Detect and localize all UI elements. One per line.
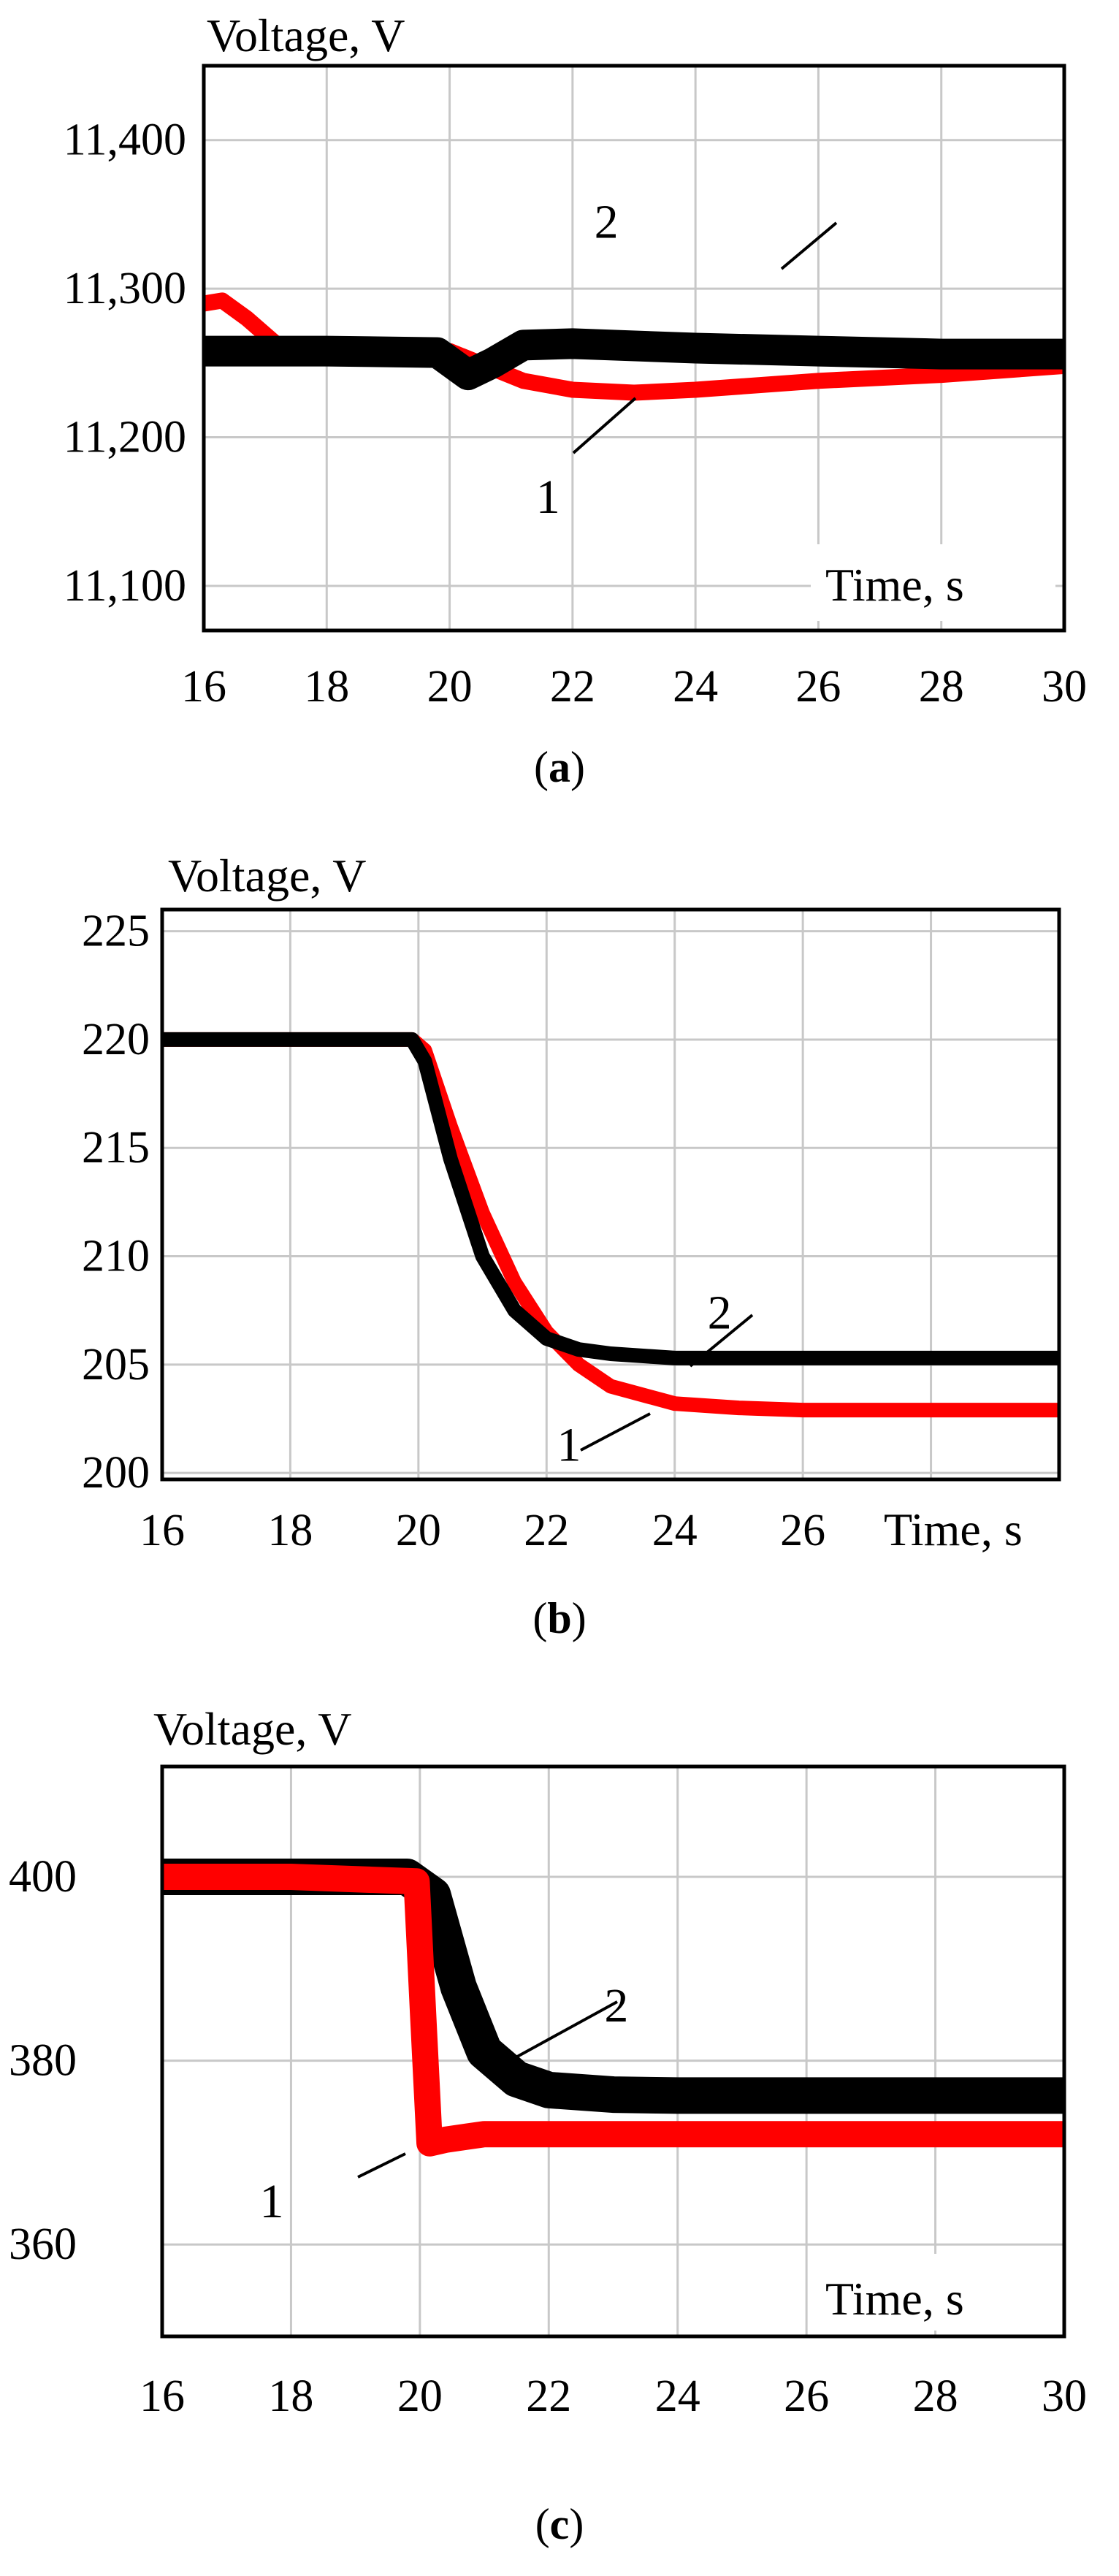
chart-title-b: Voltage, V (168, 850, 366, 902)
series-line-2 (204, 328, 1064, 391)
plot-frame-a (202, 64, 1066, 633)
x-tick-label: 16 (181, 662, 226, 712)
callout-leader-2 (780, 221, 838, 270)
chart-panel-b: Voltage, V Time, s 200 205 210 215 220 2… (82, 850, 1061, 1642)
x-tick-label: 18 (267, 1506, 313, 1555)
callout-label-1: 1 (557, 1419, 581, 1472)
series-line-1 (202, 292, 1065, 401)
y-tick-labels-a: 11,100 11,200 11,300 11,400 (64, 115, 186, 611)
callouts-c: 2 1 (259, 1979, 628, 2228)
series-group-c (162, 1859, 1064, 2157)
x-tick-label: 30 (1042, 662, 1087, 712)
x-tick-labels-a: 16 18 20 22 24 26 28 30 (181, 662, 1087, 712)
chart-panel-a: Voltage, V Time, s 11,100 11,200 11,300 … (64, 9, 1087, 791)
y-tick-labels-c: 360 380 400 (9, 1852, 77, 2269)
callout-leader-1 (580, 1412, 651, 1452)
x-tick-label: 22 (550, 662, 595, 712)
grid-b (162, 910, 1059, 1479)
x-tick-label: 20 (427, 662, 473, 712)
x-tick-labels-b: 16 18 20 22 24 26 (140, 1506, 825, 1555)
plot-frame-b (160, 907, 1061, 1482)
callouts-a: 2 1 (536, 196, 838, 524)
y-tick-label: 360 (9, 2219, 77, 2269)
callout-leader-2 (689, 1314, 754, 1368)
series-group-a (202, 292, 1065, 401)
x-tick-label: 28 (919, 662, 964, 712)
callout-label-1: 1 (536, 470, 560, 524)
x-tick-label: 20 (397, 2371, 443, 2421)
y-tick-label: 215 (82, 1123, 150, 1173)
x-axis-label-a: Time, s (825, 559, 964, 611)
y-tick-label: 380 (9, 2036, 77, 2086)
x-axis-label-c: Time, s (825, 2273, 964, 2325)
panel-caption-b: (b) (532, 1594, 586, 1642)
series-group-b (162, 1032, 1059, 1418)
x-tick-label: 22 (524, 1506, 569, 1555)
y-tick-label: 210 (82, 1232, 150, 1281)
x-tick-label: 24 (673, 662, 718, 712)
y-tick-label: 11,200 (64, 413, 186, 462)
callout-leader-1 (572, 397, 637, 454)
plot-background-b (162, 910, 1059, 1479)
chart-panel-c: Voltage, V Time, s 360 380 400 16 18 20 … (9, 1703, 1087, 2548)
x-tick-label: 26 (780, 1506, 825, 1555)
callout-label-2: 2 (595, 196, 619, 249)
callout-label-1: 1 (259, 2175, 283, 2228)
x-tick-label: 18 (268, 2371, 313, 2421)
y-tick-labels-b: 200 205 210 215 220 225 (82, 907, 150, 1498)
time-label-box-c (811, 2254, 1059, 2331)
callout-leader-2 (503, 2000, 618, 2065)
y-tick-label: 11,100 (64, 561, 186, 611)
x-tick-labels-c: 16 18 20 22 24 26 28 30 (140, 2371, 1087, 2421)
chart-title-c: Voltage, V (153, 1703, 351, 1755)
y-tick-label: 11,400 (64, 115, 186, 165)
y-tick-label: 11,300 (64, 264, 186, 313)
series-line-1 (162, 1864, 1064, 2157)
x-tick-label: 16 (140, 1506, 185, 1555)
plot-background-c (162, 1767, 1064, 2336)
x-tick-label: 26 (784, 2371, 829, 2421)
callouts-b: 2 1 (557, 1287, 754, 1472)
x-tick-label: 24 (655, 2371, 700, 2421)
x-tick-label: 24 (652, 1506, 698, 1555)
x-tick-label: 16 (140, 2371, 185, 2421)
x-tick-label: 22 (526, 2371, 571, 2421)
y-tick-label: 225 (82, 907, 150, 956)
panel-caption-c: (c) (535, 2500, 584, 2548)
x-tick-label: 30 (1042, 2371, 1087, 2421)
y-tick-label: 205 (82, 1340, 150, 1390)
y-tick-label: 200 (82, 1448, 150, 1498)
callout-label-2: 2 (604, 1979, 628, 2032)
callout-leader-1 (357, 2152, 406, 2179)
plot-frame-c (160, 1764, 1066, 2339)
panel-caption-a: (a) (534, 743, 585, 791)
x-tick-label: 20 (396, 1506, 441, 1555)
y-tick-label: 400 (9, 1852, 77, 1902)
y-tick-label: 220 (82, 1015, 150, 1064)
x-tick-label: 18 (304, 662, 349, 712)
time-label-box-a (811, 544, 1055, 621)
chart-title-a: Voltage, V (207, 9, 405, 61)
x-tick-label: 28 (913, 2371, 958, 2421)
callout-label-2: 2 (708, 1287, 732, 1340)
x-tick-label: 26 (795, 662, 841, 712)
series-line-2 (162, 1032, 1059, 1365)
x-axis-label-b: Time, s (884, 1504, 1023, 1555)
